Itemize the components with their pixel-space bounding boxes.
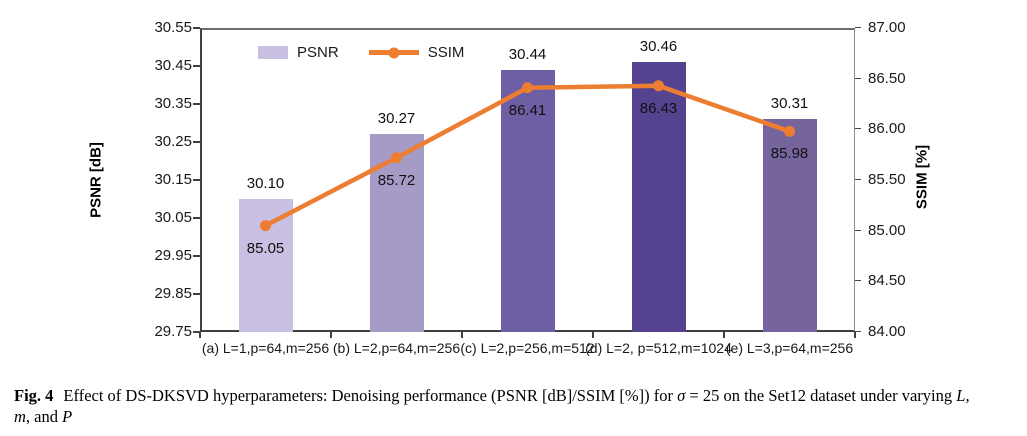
- left-axis-title: PSNR [dB]: [87, 142, 105, 218]
- x-axis-tick: [461, 332, 463, 338]
- x-axis-tick: [854, 332, 856, 338]
- caption-text: Effect of DS-DKSVD hyperparameters: Deno…: [63, 386, 678, 405]
- y-left-tick: [193, 293, 200, 295]
- y-left-tick-label: 30.45: [154, 57, 192, 74]
- legend-label-ssim: SSIM: [427, 44, 465, 61]
- y-left-tick-label: 30.05: [154, 209, 192, 226]
- y-right-tick-label: 87.00: [868, 19, 906, 36]
- y-right-tick: [855, 280, 861, 282]
- y-left-tick: [193, 27, 200, 29]
- caption-text: P: [62, 407, 73, 426]
- y-left-tick: [193, 179, 200, 181]
- y-left-tick: [193, 141, 200, 143]
- ssim-value-label: 86.43: [639, 99, 678, 117]
- psnr-value-label: 30.27: [377, 110, 416, 128]
- y-right-tick: [855, 179, 861, 180]
- legend-label-psnr: PSNR: [297, 44, 339, 61]
- x-axis-tick: [330, 332, 332, 338]
- y-right-tick-label: 86.00: [868, 120, 906, 138]
- y-left-tick-label: 29.95: [154, 247, 192, 264]
- psnr-value-label: 30.46: [639, 38, 678, 56]
- y-left-tick: [193, 103, 200, 105]
- x-category-label: (a) L=1,p=64,m=256: [201, 340, 330, 356]
- y-left-tick-label: 30.15: [154, 171, 192, 188]
- caption-text: σ: [677, 386, 686, 405]
- y-left-tick: [193, 65, 200, 67]
- y-left-tick-label: 30.35: [154, 95, 192, 112]
- x-category-label: (b) L=2,p=64,m=256: [332, 340, 461, 356]
- caption-text: , and: [25, 407, 63, 426]
- legend: PSNR SSIM: [258, 44, 464, 61]
- x-category-label: (d) L=2, p=512,m=1024: [585, 340, 732, 356]
- y-left-tick: [193, 217, 200, 219]
- psnr-value-label: 30.10: [246, 175, 285, 192]
- y-right-tick-label: 85.50: [868, 171, 906, 188]
- caption-text: m: [14, 407, 26, 426]
- caption-text: = 25 on the Set12 dataset under varying: [685, 386, 957, 405]
- y-left-tick: [193, 255, 200, 257]
- psnr-value-label: 30.44: [508, 45, 547, 63]
- x-category-label: (e) L=3,p=64,m=256: [725, 340, 854, 356]
- y-right-tick: [855, 128, 861, 130]
- psnr-bar: [369, 134, 424, 332]
- caption-figure-number: Fig. 4: [14, 386, 54, 405]
- y-right-tick: [855, 77, 861, 79]
- caption-text: L: [956, 386, 966, 405]
- ssim-value-label: 85.05: [246, 239, 285, 257]
- ssim-value-label: 85.72: [377, 171, 416, 189]
- y-right-tick-label: 86.50: [868, 69, 906, 87]
- y-right-tick-label: 84.00: [868, 323, 906, 340]
- caption-text: ,: [965, 386, 970, 405]
- ssim-value-label: 86.41: [508, 101, 547, 119]
- ssim-value-label: 85.98: [770, 145, 809, 163]
- y-left-tick-label: 29.85: [154, 285, 192, 302]
- psnr-bar-swatch-icon: [258, 46, 288, 59]
- figure-caption: Fig. 4 Effect of DS-DKSVD hyperparameters…: [14, 385, 1014, 427]
- x-axis-tick: [199, 332, 201, 338]
- y-left-tick: [193, 331, 200, 333]
- y-right-tick: [855, 331, 861, 332]
- x-category-label: (c) L=2,p=256,m=512: [460, 340, 595, 356]
- y-left-tick-label: 29.75: [154, 323, 192, 340]
- y-left-tick-label: 30.55: [154, 19, 192, 36]
- y-right-tick-label: 85.00: [868, 221, 906, 239]
- y-right-tick-label: 84.50: [868, 272, 906, 290]
- psnr-ssim-combo-chart: PSNR [dB] SSIM [%] 29.75 29.85 29.95 30.05 3…: [87, 19, 931, 356]
- x-axis-tick: [723, 332, 725, 338]
- x-axis-tick: [592, 332, 594, 338]
- y-left-tick-label: 30.25: [154, 133, 192, 150]
- psnr-value-label: 30.31: [770, 95, 809, 113]
- ssim-line-marker-icon: [368, 47, 419, 58]
- y-right-tick: [855, 27, 861, 28]
- y-right-tick: [855, 229, 861, 231]
- psnr-bar: [238, 199, 293, 332]
